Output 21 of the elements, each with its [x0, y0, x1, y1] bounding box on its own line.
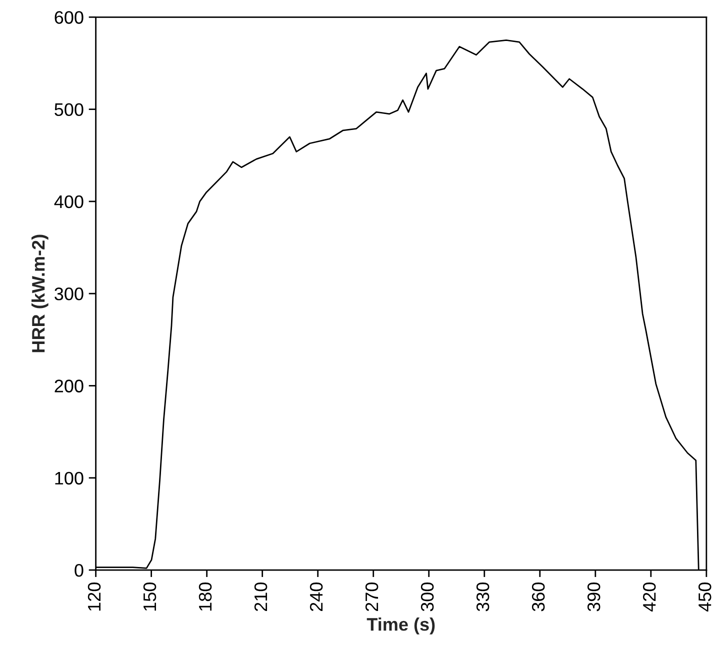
- y-tick-label: 400: [54, 195, 84, 208]
- x-tick-label: 120: [88, 582, 101, 611]
- y-tick-label: 600: [54, 11, 84, 24]
- x-tick-label: 240: [310, 582, 323, 612]
- x-tick-label: 390: [587, 582, 600, 612]
- x-tick-label: 420: [642, 582, 656, 612]
- x-tick-label: 360: [532, 582, 545, 612]
- y-tick-label: 100: [55, 472, 84, 485]
- y-tick-label: 500: [54, 103, 84, 116]
- x-tick-label: 270: [365, 582, 378, 612]
- y-tick-label: 0: [74, 564, 84, 577]
- y-tick-label: 300: [54, 288, 84, 300]
- x-tick-label: 450: [698, 582, 712, 612]
- x-tick-label: 210: [254, 582, 268, 612]
- y-tick-label: 200: [54, 380, 84, 392]
- y-axis-title: HRR (kW.m-2): [31, 234, 48, 352]
- x-axis-title: Time (s): [366, 618, 435, 634]
- x-tick-label: 300: [420, 582, 434, 612]
- x-tick-label: 150: [143, 582, 156, 611]
- x-tick-label: 180: [198, 582, 212, 611]
- x-tick-label: 330: [476, 582, 490, 612]
